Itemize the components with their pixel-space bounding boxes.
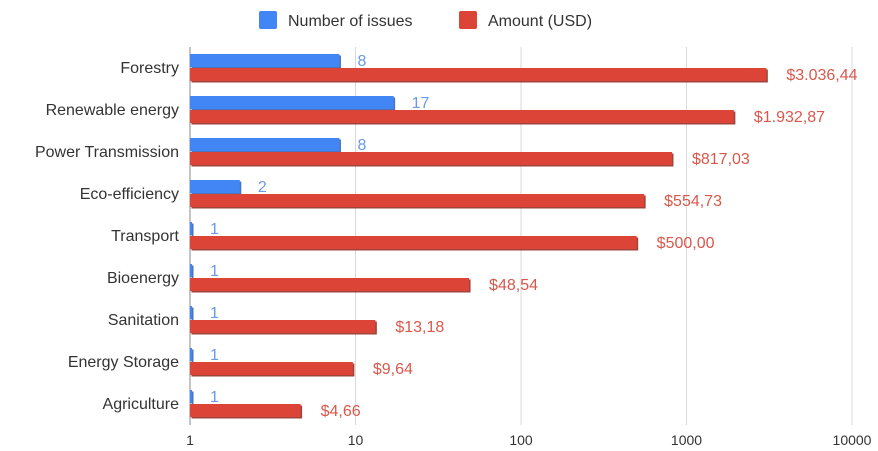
value-label-amount-usd-bioenergy: $48,54 bbox=[489, 277, 538, 294]
value-label-number-of-issues-eco-efficiency: 2 bbox=[258, 179, 267, 196]
bar-amount-usd-renewable-energy bbox=[190, 110, 734, 123]
legend-swatch-amount-usd bbox=[459, 11, 477, 29]
legend: Number of issues Amount (USD) bbox=[259, 11, 592, 30]
category-label-agriculture: Agriculture bbox=[103, 396, 180, 413]
value-label-number-of-issues-power-transmission: 8 bbox=[357, 137, 366, 154]
bar-amount-usd-agriculture bbox=[190, 404, 301, 417]
legend-swatch-number-of-issues bbox=[259, 11, 277, 29]
bar-amount-usd-forestry bbox=[190, 68, 767, 81]
x-tick-label-10: 10 bbox=[348, 432, 364, 448]
value-label-amount-usd-sanitation: $13,18 bbox=[395, 319, 444, 336]
bar-number-of-issues-power-transmission bbox=[190, 138, 340, 151]
legend-label-amount-usd: Amount (USD) bbox=[488, 13, 592, 30]
category-label-renewable-energy: Renewable energy bbox=[46, 102, 179, 119]
value-label-amount-usd-power-transmission: $817,03 bbox=[692, 151, 750, 168]
value-label-amount-usd-transport: $500,00 bbox=[657, 235, 715, 252]
category-labels: Forestry Renewable energy Power Transmissi… bbox=[35, 60, 180, 413]
bar-number-of-issues-forestry bbox=[190, 54, 340, 67]
x-axis-ticks: 1 10 100 1000 10000 bbox=[186, 432, 872, 448]
legend-label-number-of-issues: Number of issues bbox=[288, 13, 413, 30]
x-tick-label-1000: 1000 bbox=[671, 432, 702, 448]
bar-number-of-issues-renewable-energy bbox=[190, 96, 394, 109]
bar-number-of-issues-sanitation bbox=[190, 306, 192, 319]
value-label-amount-usd-renewable-energy: $1.932,87 bbox=[754, 109, 825, 126]
x-tick-label-1: 1 bbox=[186, 432, 194, 448]
value-label-number-of-issues-sanitation: 1 bbox=[210, 305, 219, 322]
bar-amount-usd-eco-efficiency bbox=[190, 194, 645, 207]
bar-amount-usd-transport bbox=[190, 236, 637, 249]
bar-shadow bbox=[191, 391, 194, 405]
bar-amount-usd-sanitation bbox=[190, 320, 376, 333]
bar-shadow bbox=[191, 349, 194, 363]
bar-number-of-issues-eco-efficiency bbox=[190, 180, 240, 193]
value-label-amount-usd-energy-storage: $9,64 bbox=[373, 361, 413, 378]
bar-shadow bbox=[191, 265, 194, 279]
bar-number-of-issues-transport bbox=[190, 222, 192, 235]
x-tick-label-100: 100 bbox=[509, 432, 533, 448]
value-label-amount-usd-agriculture: $4,66 bbox=[321, 403, 361, 420]
bar-amount-usd-energy-storage bbox=[190, 362, 353, 375]
value-label-number-of-issues-bioenergy: 1 bbox=[210, 263, 219, 280]
bar-shadow bbox=[191, 223, 194, 237]
value-label-number-of-issues-transport: 1 bbox=[210, 221, 219, 238]
value-label-amount-usd-eco-efficiency: $554,73 bbox=[664, 193, 722, 210]
category-label-eco-efficiency: Eco-efficiency bbox=[80, 186, 179, 203]
bar-number-of-issues-agriculture bbox=[190, 390, 192, 403]
category-label-sanitation: Sanitation bbox=[108, 312, 179, 329]
bar-shadow bbox=[191, 307, 194, 321]
category-label-transport: Transport bbox=[111, 228, 179, 245]
value-label-number-of-issues-agriculture: 1 bbox=[210, 389, 219, 406]
category-label-energy-storage: Energy Storage bbox=[68, 354, 179, 371]
bar-number-of-issues-energy-storage bbox=[190, 348, 192, 361]
value-label-amount-usd-forestry: $3.036,44 bbox=[786, 67, 857, 84]
value-label-number-of-issues-forestry: 8 bbox=[357, 53, 366, 70]
category-label-forestry: Forestry bbox=[120, 60, 179, 77]
category-label-power-transmission: Power Transmission bbox=[35, 144, 179, 161]
value-labels: 8 $3.036,44 17 $1.932,87 8 $817,03 2 $554,73 1 $5… bbox=[210, 53, 858, 420]
value-label-number-of-issues-renewable-energy: 17 bbox=[412, 95, 430, 112]
category-label-bioenergy: Bioenergy bbox=[107, 270, 179, 287]
bar-number-of-issues-bioenergy bbox=[190, 264, 192, 277]
bars bbox=[190, 54, 768, 419]
value-label-number-of-issues-energy-storage: 1 bbox=[210, 347, 219, 364]
x-tick-label-10000: 10000 bbox=[833, 432, 872, 448]
bar-amount-usd-power-transmission bbox=[190, 152, 672, 165]
bar-amount-usd-bioenergy bbox=[190, 278, 470, 291]
